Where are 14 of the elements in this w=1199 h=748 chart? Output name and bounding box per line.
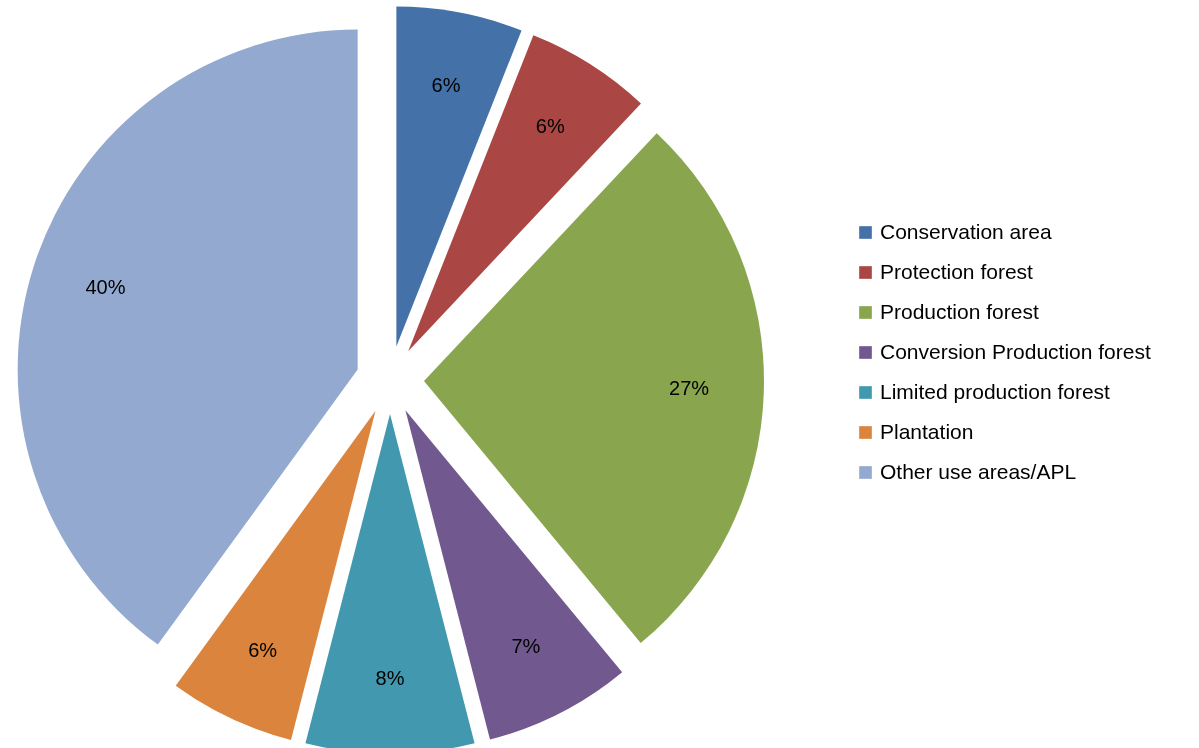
- data-label: 40%: [85, 275, 126, 298]
- data-label: 27%: [669, 377, 710, 400]
- legend-label: Conversion Production forest: [880, 339, 1151, 363]
- data-label: 8%: [375, 667, 405, 690]
- legend-label: Limited production forest: [880, 379, 1111, 403]
- data-label: 6%: [431, 74, 461, 97]
- legend-label: Production forest: [880, 299, 1039, 323]
- data-label: 6%: [248, 638, 278, 661]
- data-label: 7%: [511, 634, 541, 657]
- data-label: 6%: [535, 115, 565, 138]
- legend-label: Plantation: [880, 419, 974, 443]
- legend-label: Protection forest: [880, 259, 1034, 283]
- legend-label: Conservation area: [880, 219, 1052, 243]
- legend-label: Other use areas/APL: [880, 459, 1077, 483]
